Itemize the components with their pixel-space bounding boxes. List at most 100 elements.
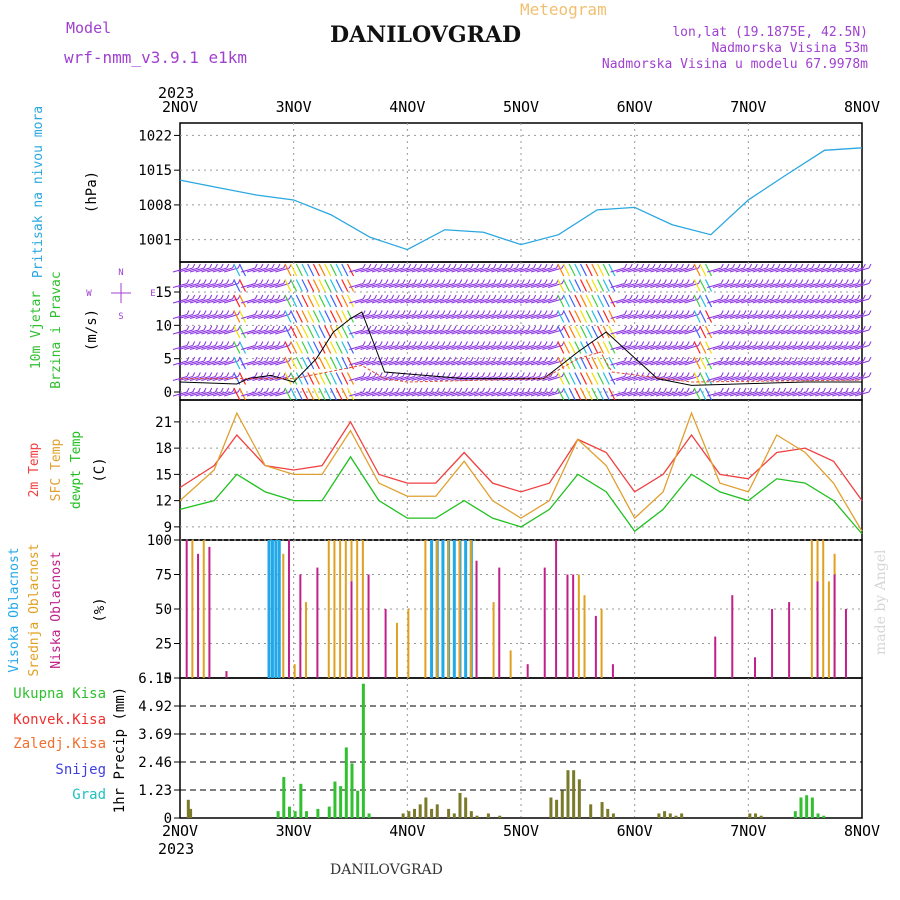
cloud-bar: [327, 540, 330, 678]
wind-barb: [766, 356, 770, 362]
wind-barb: [542, 314, 557, 319]
wind-barb: [780, 345, 796, 350]
wind-barb: [425, 310, 429, 315]
wind-barb: [627, 298, 642, 304]
wind-barb: [447, 325, 451, 331]
wind-barb: [201, 314, 216, 319]
wind-barb: [284, 387, 292, 401]
wind-barb: [172, 267, 188, 273]
precip-bar: [600, 802, 604, 818]
wind-barb: [510, 294, 514, 300]
wind-barb: [411, 345, 426, 350]
wind-barb: [681, 341, 684, 346]
wind-barb: [729, 360, 745, 366]
wind-barb: [536, 314, 551, 319]
wind-barb: [233, 263, 241, 277]
compass-n: N: [118, 268, 123, 278]
wind-barb: [766, 310, 770, 315]
wind-barb: [794, 310, 798, 315]
cloud-bar: [305, 602, 308, 678]
cloud-bar: [293, 664, 296, 678]
wind-barb: [862, 387, 866, 393]
x-bottom-tick-label: 3NOV: [276, 822, 312, 840]
cloud-bar: [424, 540, 427, 678]
wind-barb: [246, 391, 262, 397]
wind-barb: [737, 356, 741, 362]
wind-barb: [788, 263, 792, 269]
wind-barb: [627, 329, 642, 335]
wind-barb: [705, 310, 713, 323]
wind-barb: [533, 294, 537, 300]
wind-barb: [758, 298, 773, 304]
wind-barb: [226, 279, 230, 284]
wind-barb: [341, 356, 349, 370]
wind-barb: [417, 391, 432, 397]
wind-barb: [184, 360, 199, 366]
wind-barb: [192, 263, 196, 269]
wind-barb: [655, 314, 671, 319]
wind-barb: [269, 298, 284, 304]
wind-barb: [341, 372, 349, 385]
precip-bar: [305, 811, 309, 818]
wind-barb: [686, 279, 690, 284]
wind-barb: [766, 279, 770, 284]
wind-barb: [811, 356, 815, 362]
wind-barb: [445, 329, 460, 335]
wind-barb: [780, 314, 796, 319]
wind-barb: [840, 294, 844, 300]
wind-barb: [769, 345, 784, 350]
temp-unit-label: (C): [92, 457, 108, 482]
wind-barb: [277, 325, 281, 331]
wind-barb: [752, 298, 767, 304]
precip-bar: [799, 797, 803, 818]
year-label-bottom: 2023: [158, 840, 194, 858]
cloud-ytick-label: 25: [155, 637, 172, 653]
wind-barb: [402, 372, 406, 377]
wind-barb: [798, 360, 813, 366]
wind-barb: [743, 263, 747, 269]
wind-barb: [809, 314, 824, 319]
wind-barb: [843, 376, 858, 381]
wind-barb: [868, 325, 872, 331]
precip-bar: [339, 786, 343, 818]
wind-barb: [374, 356, 377, 362]
wind-barb: [453, 372, 457, 377]
cloud-bar: [464, 540, 468, 678]
temp-axis-label-0: 2m Temp: [27, 442, 42, 497]
x-bottom-tick-label: 8NOV: [844, 822, 880, 840]
wind-barb: [212, 376, 227, 381]
wind-barb: [318, 310, 326, 323]
precip-bar: [589, 804, 593, 818]
wind-barb: [675, 263, 679, 269]
wind-barb: [434, 391, 449, 397]
wind-barb: [371, 329, 387, 335]
wind-barb: [419, 294, 423, 300]
wind-barb: [766, 294, 770, 300]
wind-barb: [371, 345, 387, 350]
wind-barb: [377, 267, 392, 273]
wind-barb: [513, 345, 529, 350]
wind-barb: [417, 314, 432, 319]
wind-barb: [252, 329, 267, 335]
wind-barb: [820, 314, 836, 319]
wind-barb: [209, 310, 213, 315]
wind-barb: [195, 329, 210, 335]
wind-barb: [408, 279, 412, 284]
wind-barb: [777, 325, 781, 331]
wind-barb: [391, 325, 395, 331]
wind-barb: [800, 356, 804, 362]
wind-barb: [760, 387, 764, 393]
wind-barb: [329, 387, 337, 401]
wind-barb: [574, 372, 582, 385]
wind-barb: [585, 356, 593, 370]
wind-barb: [828, 294, 832, 300]
wind-barb: [843, 345, 858, 350]
pressure-line: [179, 147, 863, 251]
wind-barb: [752, 283, 767, 288]
wind-barb: [828, 387, 832, 393]
wind-barb: [335, 294, 343, 308]
wind-barb: [843, 283, 858, 288]
wind-barb: [574, 263, 582, 277]
wind-barb: [385, 279, 389, 284]
precip-bar: [282, 777, 286, 818]
